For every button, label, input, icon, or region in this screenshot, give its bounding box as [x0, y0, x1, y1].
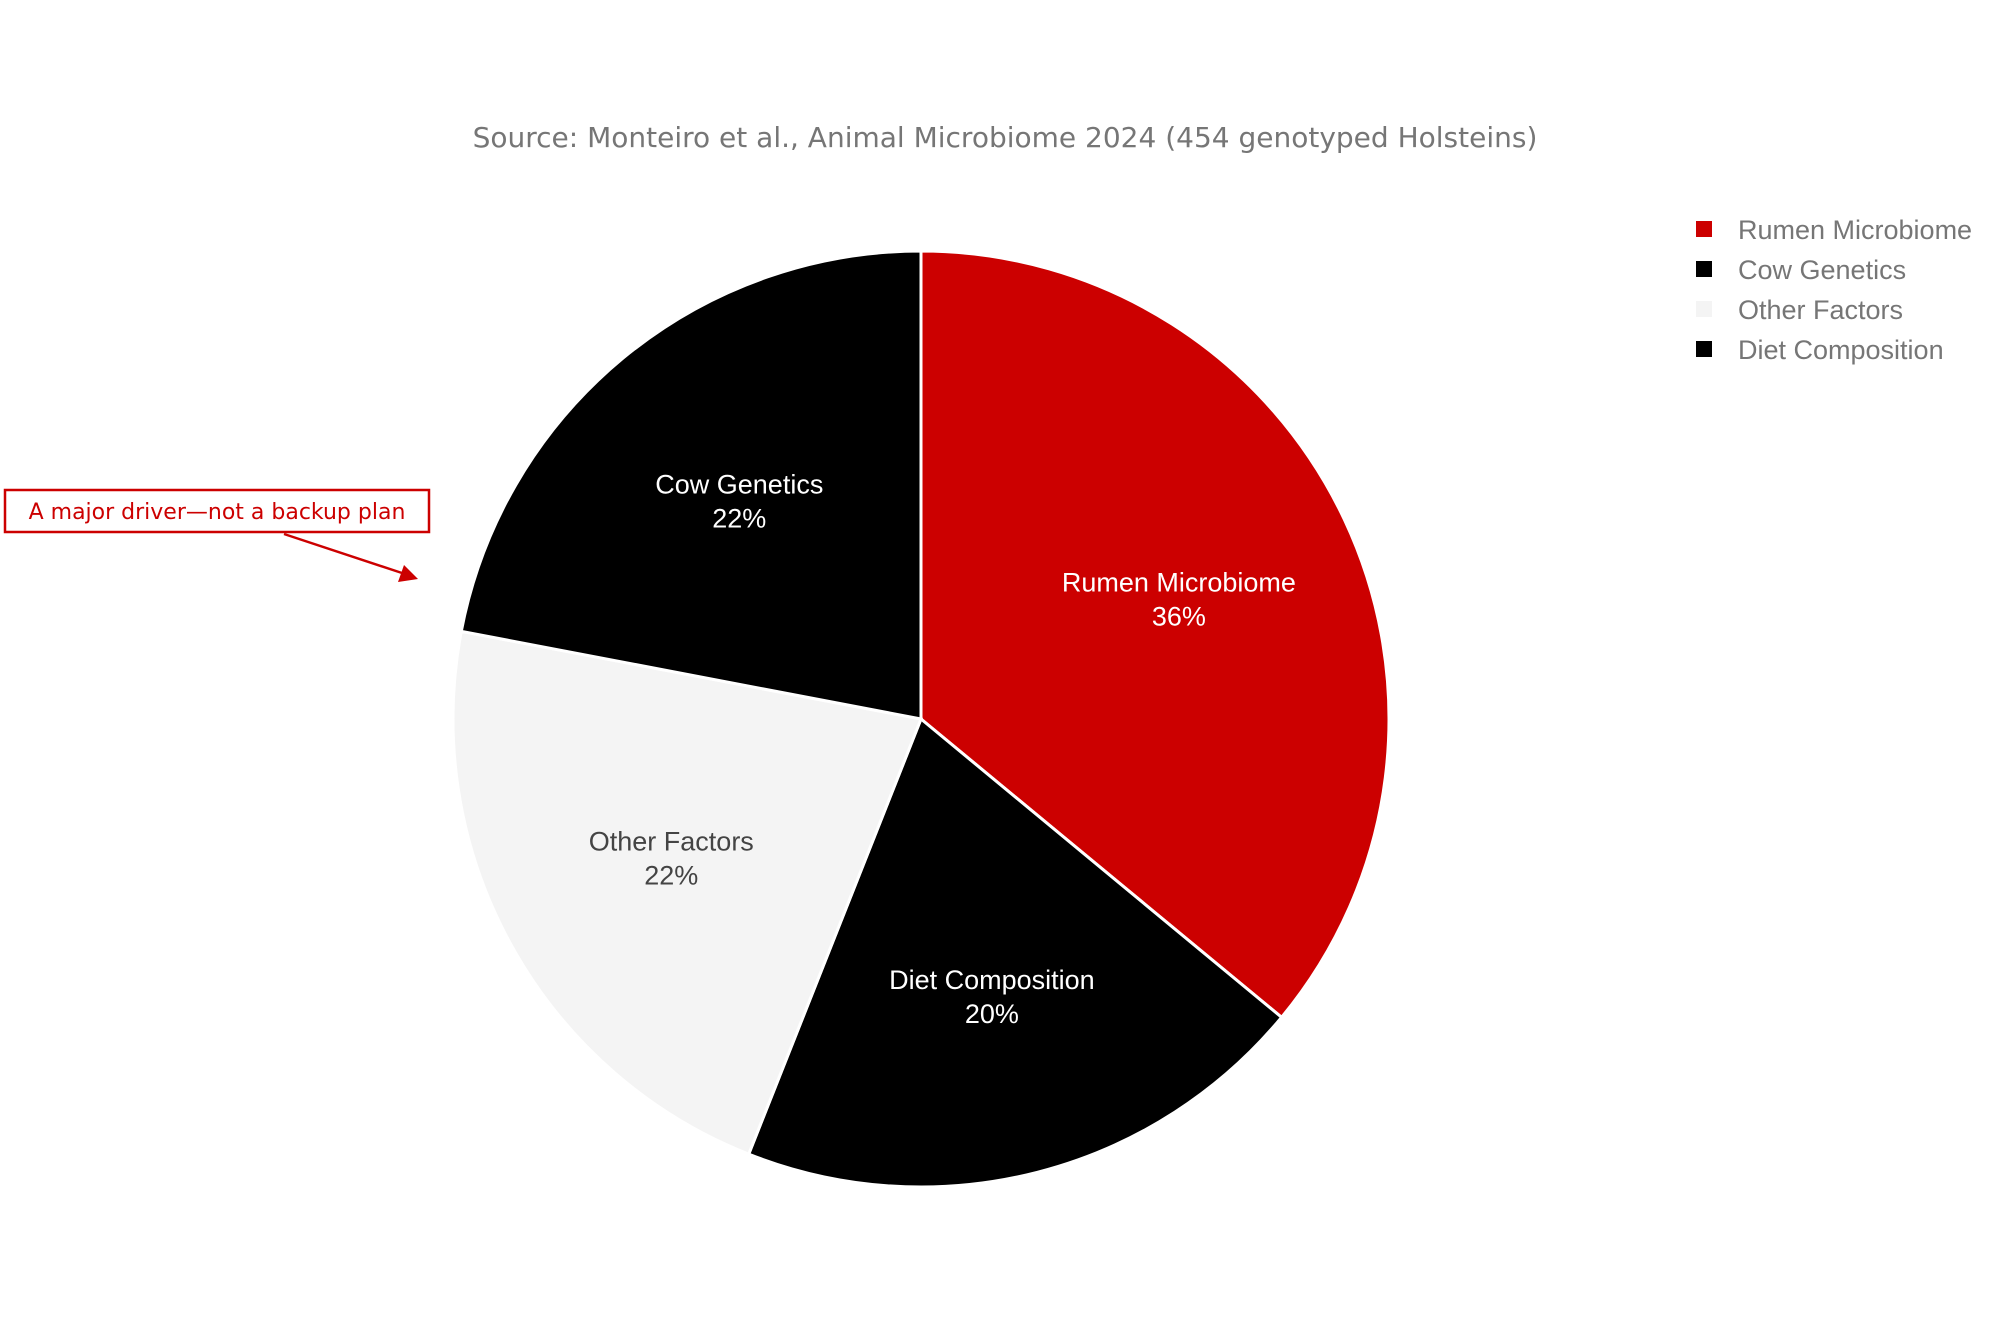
- slice-label-value: 22%: [644, 860, 698, 890]
- pie-slices: [451, 249, 1391, 1189]
- pie-slice-other-factors: [451, 629, 924, 1157]
- slice-label-name: Cow Genetics: [655, 469, 823, 499]
- legend-label: Diet Composition: [1738, 335, 1944, 365]
- slice-label-name: Diet Composition: [889, 965, 1095, 995]
- chart-subtitle: Source: Monteiro et al., Animal Microbio…: [473, 121, 1538, 154]
- legend-label: Rumen Microbiome: [1738, 215, 1972, 245]
- legend: Rumen Microbiome Cow Genetics Other Factor…: [1696, 215, 1972, 365]
- annotation-arrow-line: [283, 532, 403, 575]
- legend-label: Other Factors: [1738, 295, 1903, 325]
- legend-swatch: [1696, 261, 1712, 277]
- slice-label-value: 22%: [712, 503, 766, 533]
- pie-slice-cow-genetics: [459, 249, 923, 721]
- annotation-arrow-head: [398, 565, 418, 582]
- legend-label: Cow Genetics: [1738, 255, 1906, 285]
- slice-label-value: 36%: [1152, 602, 1206, 632]
- pie-slice-labels: Rumen Microbiome 36% Diet Composition 20% Ot…: [589, 469, 1296, 1029]
- annotation-box: [3, 488, 431, 534]
- annotation: A major driver—not a backup plan: [3, 488, 431, 582]
- slice-label-name: Other Factors: [589, 826, 754, 856]
- pie-slice-rumen-microbiome: [919, 249, 1391, 1020]
- pie-slice-diet-composition: [746, 716, 1284, 1189]
- legend-swatch: [1696, 221, 1712, 237]
- annotation-text: A major driver—not a backup plan: [29, 500, 406, 525]
- slice-label-name: Rumen Microbiome: [1062, 568, 1296, 598]
- slice-label-value: 20%: [965, 999, 1019, 1029]
- legend-swatch: [1696, 341, 1712, 357]
- legend-swatch: [1696, 301, 1712, 317]
